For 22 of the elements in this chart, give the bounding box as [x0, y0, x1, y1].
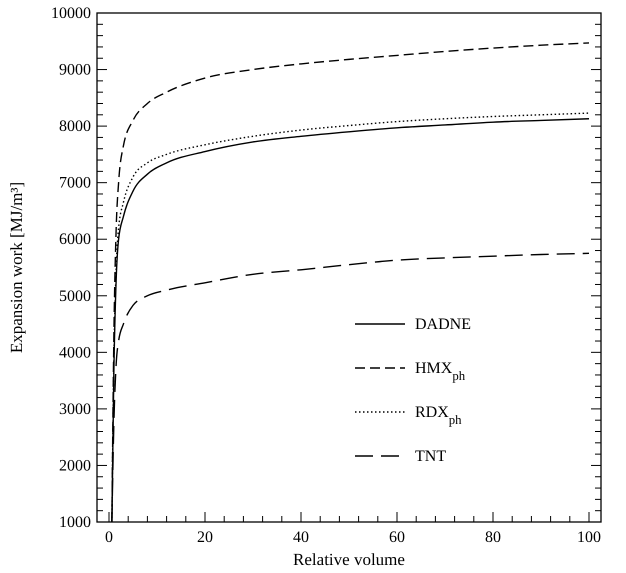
y-tick-label: 1000 — [59, 514, 91, 531]
x-tick-label: 60 — [389, 529, 405, 546]
x-tick-label: 0 — [105, 529, 113, 546]
y-tick-label: 4000 — [59, 344, 91, 362]
y-axis-title: Expansion work [MJ/m³] — [7, 182, 26, 354]
x-tick-label: 40 — [293, 529, 309, 546]
x-axis-title: Relative volume — [293, 550, 405, 569]
legend-label: TNT — [415, 448, 446, 465]
x-tick-label: 80 — [485, 529, 501, 546]
x-tick-label: 20 — [197, 529, 213, 546]
legend-label: HMX$_{ph}$ — [415, 360, 466, 383]
y-tick-label: 7000 — [59, 174, 91, 192]
y-tick-label: 10000 — [51, 5, 91, 22]
y-tick-label: 9000 — [59, 62, 91, 79]
legend-label: DADNE — [415, 316, 471, 333]
y-tick-label: 6000 — [59, 231, 91, 248]
y-tick-label: 2000 — [59, 457, 91, 474]
y-tick-label: 5000 — [59, 288, 91, 305]
y-tick-label: 8000 — [59, 118, 91, 136]
x-tick-label: 100 — [577, 529, 601, 546]
legend-label: RDX$_{ph}$ — [415, 404, 462, 427]
y-tick-label: 3000 — [59, 400, 91, 418]
